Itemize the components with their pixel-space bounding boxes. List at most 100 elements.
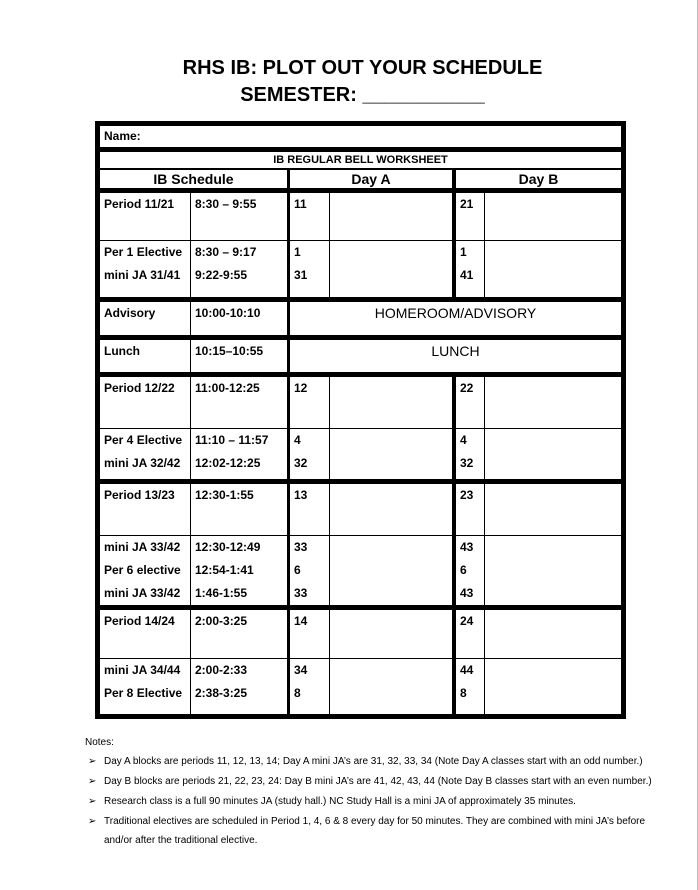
row-time-text: 10:15–10:55 [195,344,264,358]
day-a-number-text: 33 [294,540,308,554]
day-a-number-text: 12 [294,381,308,395]
day-a-number: 1 31 [290,241,329,297]
day-a-number: 4 32 [290,429,329,479]
row-label-text: Per 1 Elective [104,245,183,259]
day-a-number-text: 14 [294,614,308,628]
day-b-number: 43 6 43 [456,536,484,605]
row-time-text: 11:10 – 11:57 [195,433,269,447]
day-a-number: 11 [290,193,329,240]
day-a-number-text: 1 [294,245,301,259]
row-label-text: mini JA 34/44 [104,663,181,677]
row-label-text: mini JA 33/42 [104,540,181,554]
row-label-text: Per 8 Elective [104,686,183,700]
day-b-write-in[interactable] [485,241,621,297]
day-a-number: 34 8 [290,659,329,714]
day-b-number-text: 22 [460,381,474,395]
row-time: 12:30-1:55 [191,484,287,535]
day-b-number-text: 24 [460,614,474,628]
row-label: Advisory [100,302,190,335]
day-b-number: 22 [456,377,484,428]
header-day-a: Day A [290,170,452,188]
day-b-number-text: 41 [460,268,474,282]
notes-heading: Notes: [85,737,114,748]
row-label-text: mini JA 32/42 [104,456,181,470]
day-b-number: 24 [456,610,484,658]
bullet-icon: ➢ [88,796,97,807]
row-time-text: 2:00-3:25 [195,614,248,628]
day-a-write-in[interactable] [330,241,452,297]
note-item: Day A blocks are periods 11, 12, 13, 14;… [104,756,643,767]
day-a-write-in[interactable] [330,536,452,605]
row-time-text: 10:00-10:10 [195,306,261,320]
header-ib-schedule-text: IB Schedule [153,171,234,187]
day-a-number-text: 11 [294,197,307,211]
bullet-icon: ➢ [88,756,97,767]
row-time: 10:15–10:55 [191,340,287,372]
day-b-write-in[interactable] [485,484,621,535]
row-label-text: Period 11/21 [104,197,175,211]
row-time: 12:30-12:49 12:54-1:41 1:46-1:55 [191,536,287,605]
day-b-write-in[interactable] [485,377,621,428]
day-b-number-text: 1 [460,245,467,259]
row-label: Period 12/22 [100,377,190,428]
day-b-number-text: 43 [460,586,474,600]
day-b-write-in[interactable] [485,659,621,714]
row-time-text: 9:22-9:55 [195,268,248,282]
name-field[interactable]: Name: [100,126,621,147]
row-time: 8:30 – 9:17 9:22-9:55 [191,241,287,297]
row-label: mini JA 34/44 Per 8 Elective [100,659,190,714]
note-item: Day B blocks are periods 21, 22, 23, 24:… [104,776,652,787]
row-label: Per 1 Elective mini JA 31/41 [100,241,190,297]
day-a-write-in[interactable] [330,377,452,428]
day-a-number: 13 [290,484,329,535]
day-a-number-text: 33 [294,586,308,600]
day-a-write-in[interactable] [330,193,452,240]
day-a-write-in[interactable] [330,610,452,658]
day-b-write-in[interactable] [485,610,621,658]
merged-row-span-text: LUNCH [431,343,480,359]
row-label: Period 13/23 [100,484,190,535]
day-b-write-in[interactable] [485,193,621,240]
day-a-number-text: 34 [294,663,308,677]
day-b-number: 1 41 [456,241,484,297]
row-label: Period 11/21 [100,193,190,240]
day-b-number-text: 6 [460,563,467,577]
header-ib-schedule: IB Schedule [100,170,287,188]
row-label-text: Lunch [104,344,140,358]
day-a-number-text: 31 [294,268,308,282]
row-time: 11:00-12:25 [191,377,287,428]
worksheet-title: IB REGULAR BELL WORKSHEET [100,152,621,168]
row-label-text: Per 6 elective [104,563,181,577]
row-label-text: Advisory [104,306,156,320]
day-a-write-in[interactable] [330,429,452,479]
page-title: RHS IB: PLOT OUT YOUR SCHEDULE [182,57,543,79]
day-b-number-text: 21 [460,197,474,211]
note-item: Traditional electives are scheduled in P… [104,816,646,827]
worksheet-title-text: IB REGULAR BELL WORKSHEET [273,154,448,166]
header-day-a-text: Day A [351,171,391,187]
day-a-write-in[interactable] [330,659,452,714]
row-label-text: mini JA 31/41 [104,268,181,282]
day-b-write-in[interactable] [485,536,621,605]
day-b-number-text: 8 [460,686,467,700]
day-a-write-in[interactable] [330,484,452,535]
row-label: Per 4 Elective mini JA 32/42 [100,429,190,479]
row-time: 11:10 – 11:57 12:02-12:25 [191,429,287,479]
row-time: 8:30 – 9:55 [191,193,287,240]
row-label-text: Period 14/24 [104,614,175,628]
day-a-number: 12 [290,377,329,428]
day-a-number-text: 13 [294,488,308,502]
row-time-text: 8:30 – 9:55 [195,197,257,211]
day-b-number-text: 23 [460,488,474,502]
row-label-text: Per 4 Elective [104,433,183,447]
merged-row-span-text: HOMEROOM/ADVISORY [374,305,537,321]
row-time-text: 12:30-1:55 [195,488,254,502]
header-day-b: Day B [456,170,621,188]
day-b-number: 21 [456,193,484,240]
name-field-text: Name: [104,129,141,143]
day-b-number-text: 43 [460,540,474,554]
day-b-write-in[interactable] [485,429,621,479]
row-label-text: Period 12/22 [104,381,175,395]
row-time: 2:00-3:25 [191,610,287,658]
day-a-number-text: 4 [294,433,301,447]
